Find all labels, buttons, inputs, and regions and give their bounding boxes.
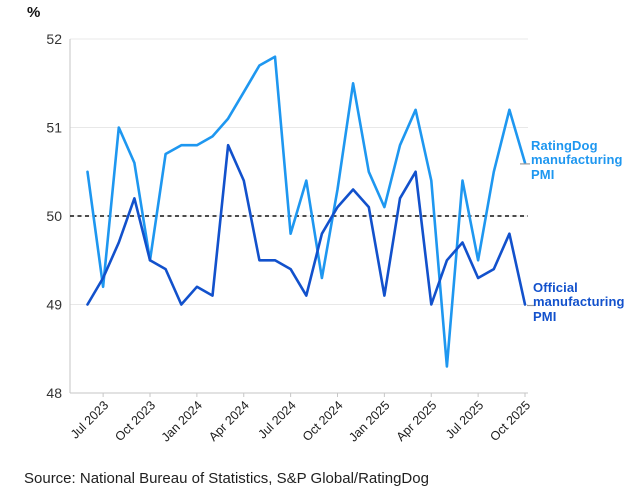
series-line-ratingdog	[86, 55, 527, 368]
x-tick-label: Oct 2024	[300, 398, 346, 444]
x-tick-label: Jul 2025	[443, 398, 486, 441]
series-line-official	[86, 143, 527, 306]
x-tick-label: Jan 2025	[346, 398, 392, 444]
x-tick-label: Jul 2023	[68, 398, 111, 441]
series-label-ratingdog-pmi: RatingDog manufacturing PMI	[531, 138, 623, 182]
x-tick-label: Oct 2023	[112, 398, 158, 444]
y-tick-label-49: 49	[46, 297, 62, 313]
y-tick-label-51: 51	[46, 120, 62, 136]
x-tick-label: Apr 2025	[394, 398, 440, 444]
y-tick-label-48: 48	[46, 385, 62, 401]
x-tick-label: Jan 2024	[159, 398, 205, 444]
y-tick-label-52: 52	[46, 31, 62, 47]
source-attribution: Source: National Bureau of Statistics, S…	[24, 470, 429, 487]
y-tick-label-50: 50	[46, 208, 62, 224]
x-tick-label: Jul 2024	[255, 398, 298, 441]
series-label-official-pmi: Official manufacturing PMI	[533, 280, 625, 324]
x-tick-label: Oct 2025	[487, 398, 533, 444]
y-axis-unit-label: %	[27, 4, 41, 21]
x-tick-label: Apr 2024	[206, 398, 252, 444]
